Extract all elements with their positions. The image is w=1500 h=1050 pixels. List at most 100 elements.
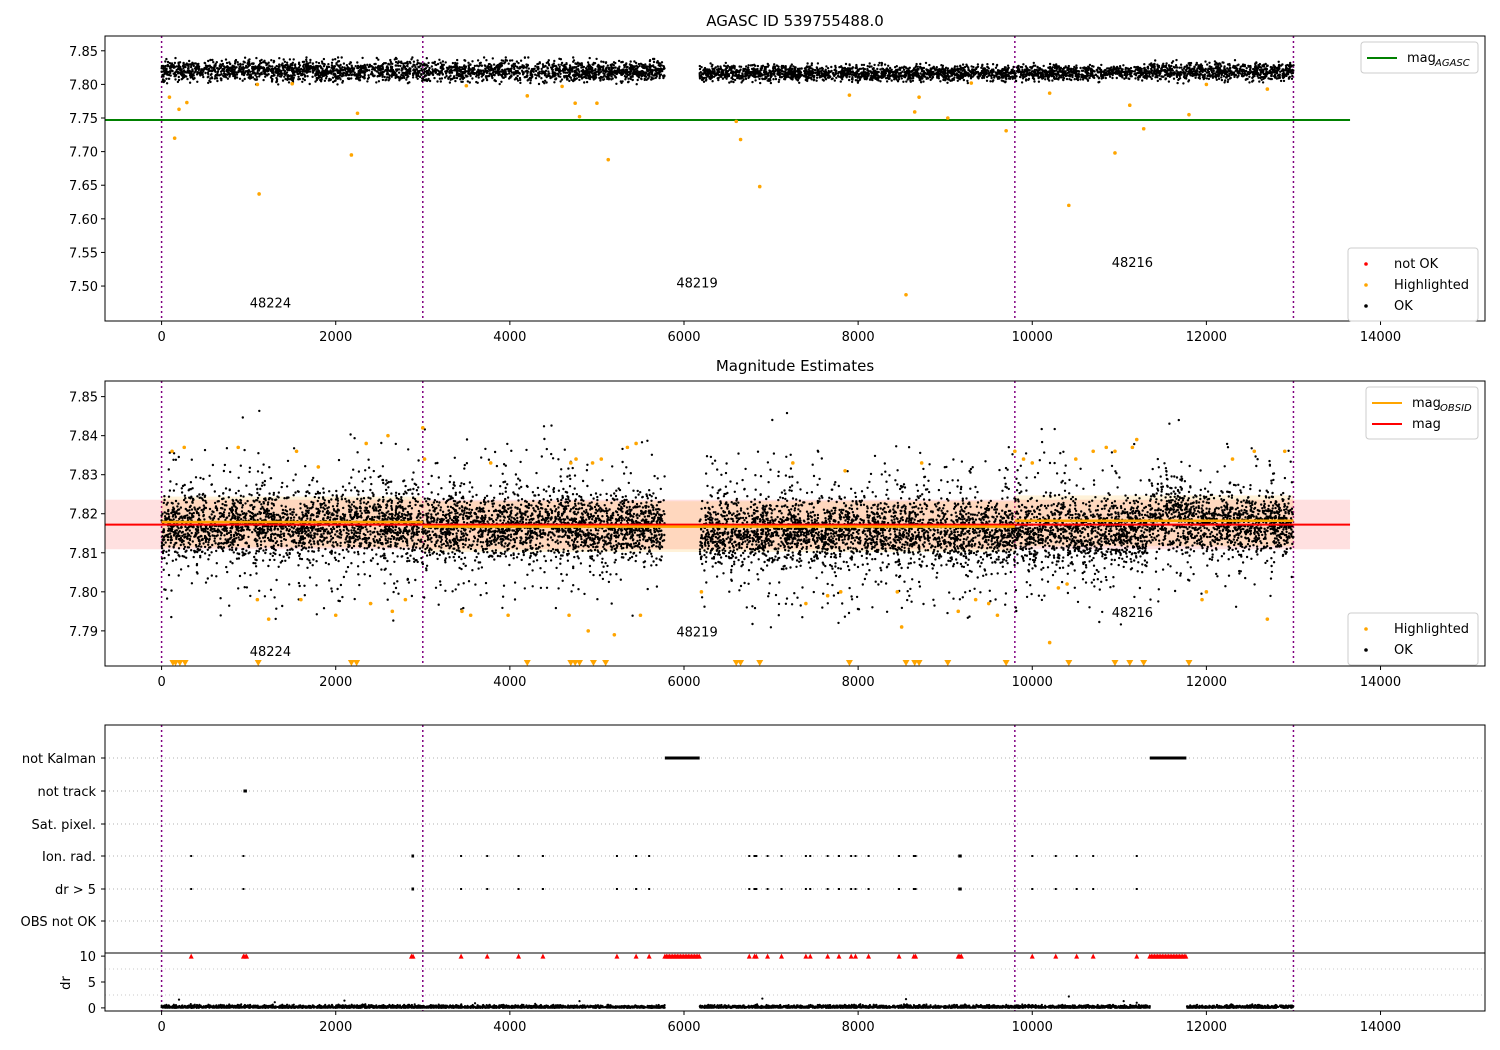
flag-row-label: not Kalman — [22, 752, 96, 767]
p1-upper-legend-subscript: AGASC — [1434, 58, 1470, 69]
flag-range — [958, 854, 962, 858]
obsid-label: 48224 — [250, 297, 291, 312]
dr-spike-point — [578, 1000, 581, 1003]
flag-point — [837, 855, 840, 857]
dr-spike-point — [177, 998, 181, 1001]
p1-lower-legend-label: not OK — [1394, 257, 1439, 272]
highlighted-point — [757, 184, 762, 189]
flag-point — [914, 888, 917, 890]
flag-point — [854, 855, 857, 857]
dr-capped-marker — [836, 953, 842, 959]
flags-panel-frame — [104, 724, 1486, 1012]
highlighted-point — [995, 613, 1000, 618]
dr-capped-marker — [853, 953, 859, 959]
flag-point — [541, 888, 544, 890]
flag-point — [912, 855, 915, 857]
highlighted-point — [1113, 449, 1117, 454]
highlighted-point — [1004, 128, 1008, 133]
highlighted-point — [167, 95, 172, 99]
dr-capped-marker — [633, 953, 639, 959]
p2-x-tick-label: 8000 — [842, 1020, 875, 1035]
highlighted-point — [185, 100, 189, 105]
highlighted-point — [567, 613, 571, 618]
agasc-panel-title: AGASC ID 539755488.0 — [706, 12, 884, 30]
highlighted-point — [569, 461, 573, 465]
p1-y-tick-label: 7.75 — [69, 112, 98, 127]
flag-point — [1135, 855, 1138, 857]
flag-range — [1149, 756, 1187, 760]
p1-y-tick-label: 7.50 — [69, 280, 98, 295]
p2-upper-legend-subscript: OBSID — [1440, 403, 1472, 414]
highlighted-point — [420, 426, 425, 430]
flag-point — [850, 888, 853, 890]
p1-upper-legend-box — [1360, 41, 1479, 74]
flag-range — [411, 854, 415, 858]
magnitude-estimates-frame — [104, 380, 1486, 667]
dr-spike-point — [343, 999, 346, 1002]
highlighted-point — [1065, 582, 1069, 586]
p1-x-tick-label: 2000 — [319, 675, 352, 690]
highlighted-point — [1013, 449, 1017, 454]
highlighted-point — [847, 93, 852, 97]
highlighted-point — [460, 609, 464, 614]
highlighted-point — [791, 461, 795, 465]
highlighted-point — [182, 445, 187, 450]
p2-y-tick-label: 7.80 — [69, 586, 98, 601]
highlighted-point — [1230, 457, 1235, 461]
offscale-marker — [576, 660, 584, 666]
dr-capped-marker — [913, 953, 919, 959]
dr-spike-point — [1122, 1000, 1125, 1003]
offscale-marker — [845, 660, 853, 666]
highlighted-point — [912, 110, 917, 114]
highlighted-point — [986, 601, 991, 606]
dr-capped-marker — [1183, 953, 1189, 959]
highlighted-point — [1073, 457, 1078, 461]
highlighted-point — [973, 597, 978, 602]
dr-capped-marker — [1090, 953, 1096, 959]
flag-point — [190, 855, 193, 857]
p1-x-tick-label: 12000 — [1186, 675, 1227, 690]
flag-point — [1092, 888, 1095, 890]
flag-row-label: dr > 5 — [55, 883, 96, 898]
flag-point — [517, 855, 520, 857]
flags-panel: not Kalman not track Sat. pixel. Ion. rad. d… — [21, 724, 1486, 1035]
p2-upper-legend-label: mag — [1412, 396, 1441, 411]
highlighted-point — [390, 609, 395, 614]
highlighted-point — [895, 590, 900, 594]
dr-capped-marker — [958, 953, 964, 959]
flag-point — [780, 855, 783, 857]
flag-point — [460, 855, 463, 857]
p2-y-tick-label: 7.81 — [69, 547, 98, 562]
dr-spike-point — [904, 997, 908, 1001]
highlighted-point — [1030, 461, 1035, 465]
offscale-marker — [1140, 660, 1148, 666]
obsid-label: 48219 — [676, 626, 717, 641]
p2-upper-legend-label: mag — [1412, 417, 1441, 432]
flag-row-label: OBS not OK — [21, 915, 97, 930]
offscale-marker — [944, 660, 952, 666]
flag-point — [1092, 855, 1095, 857]
highlighted-point — [1141, 126, 1146, 131]
dr-capped-marker — [1029, 953, 1035, 959]
highlighted-point — [299, 597, 303, 602]
dr-points — [160, 1002, 1295, 1010]
highlighted-point — [1252, 449, 1257, 454]
agasc-legend: mag AGASC — [1360, 41, 1479, 74]
obsid-label: 48219 — [676, 276, 717, 291]
flag-range — [411, 887, 415, 891]
ok-points — [160, 56, 1295, 86]
dr-capped-marker — [516, 953, 522, 959]
offscale-marker — [915, 660, 923, 666]
offscale-marker — [353, 660, 361, 666]
flag-point — [190, 888, 193, 890]
p2-lower-legend-label: OK — [1394, 643, 1413, 658]
p1-y-tick-label: 7.85 — [69, 45, 98, 60]
flag-point — [826, 855, 829, 857]
dr-capped-marker — [765, 953, 771, 959]
p1-y-tick-label: 7.55 — [69, 246, 98, 261]
highlighted-point — [257, 192, 261, 196]
magnitude-estimates-title: Magnitude Estimates — [716, 357, 874, 375]
p2-lower-legend-label: Highlighted — [1394, 622, 1469, 637]
dr-capped-marker — [458, 953, 464, 959]
